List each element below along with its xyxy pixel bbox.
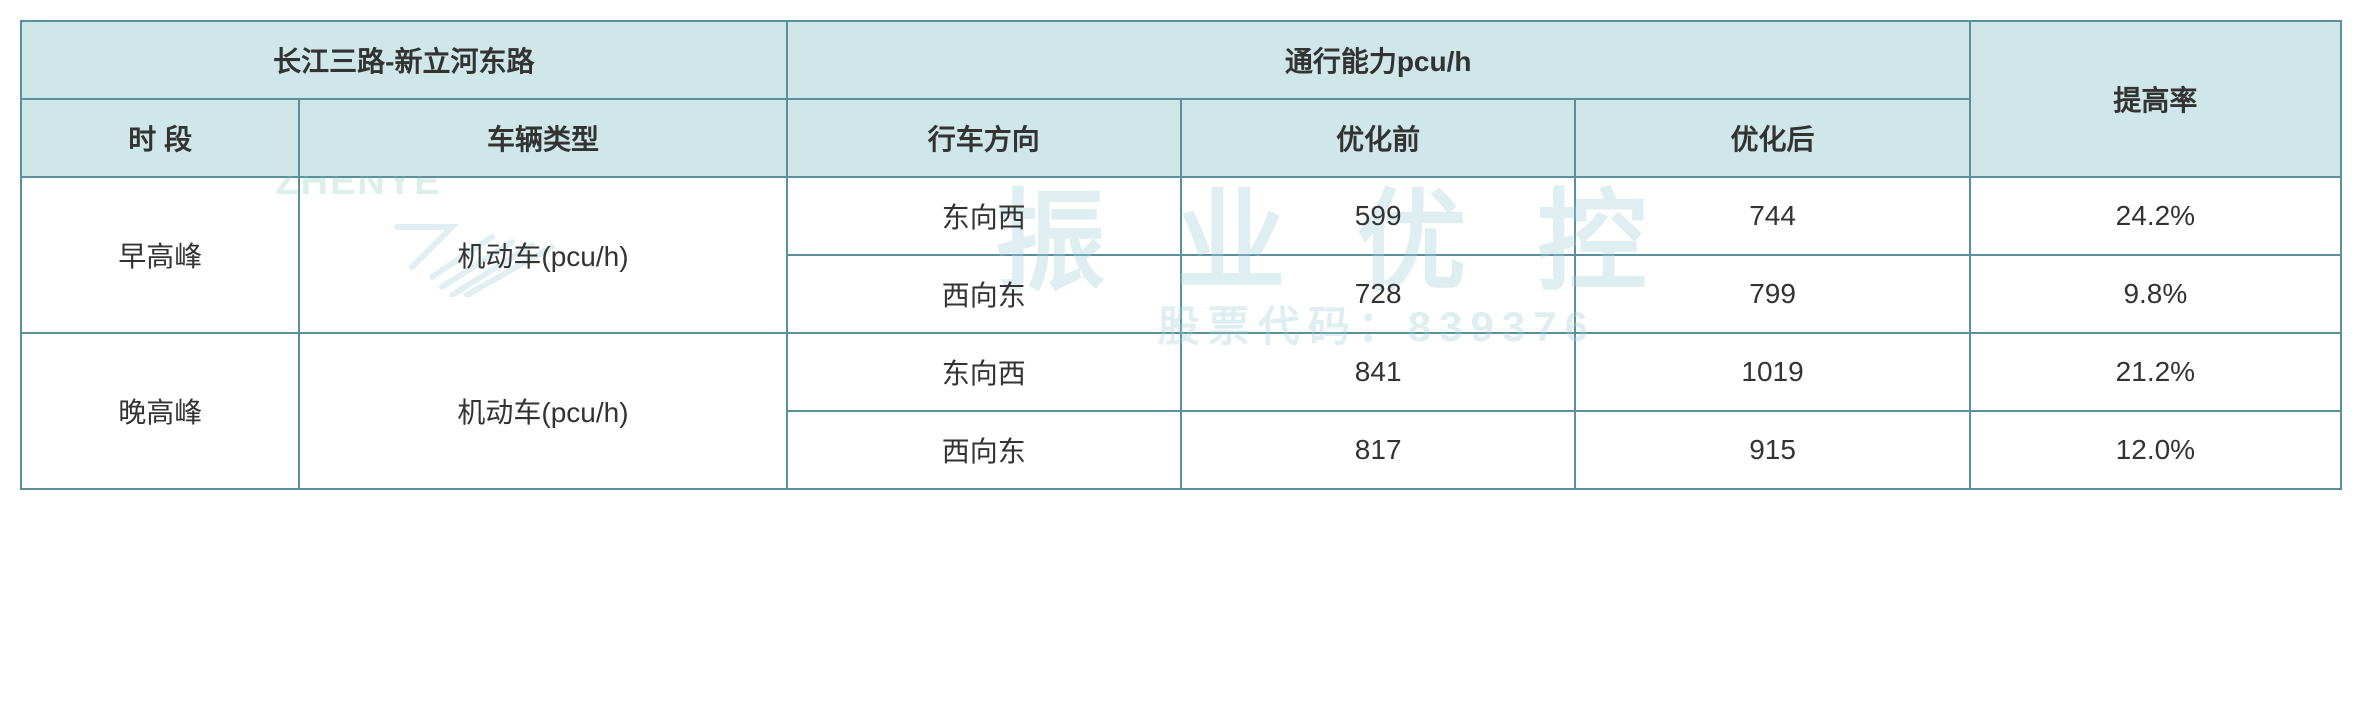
cell-direction: 东向西 xyxy=(787,333,1181,411)
cell-rate: 12.0% xyxy=(1970,411,2341,489)
table-container: ZHENYE 振 业 优 控 股票代码：839376 长江三路-新立河东路 通行… xyxy=(20,20,2342,490)
cell-before: 817 xyxy=(1181,411,1575,489)
cell-vehicle-type: 机动车(pcu/h) xyxy=(299,333,786,489)
header-before: 优化前 xyxy=(1181,99,1575,177)
cell-before: 841 xyxy=(1181,333,1575,411)
cell-before: 728 xyxy=(1181,255,1575,333)
cell-after: 799 xyxy=(1575,255,1969,333)
header-rate: 提高率 xyxy=(1970,21,2341,177)
header-row-1: 长江三路-新立河东路 通行能力pcu/h 提高率 xyxy=(21,21,2341,99)
cell-direction: 东向西 xyxy=(787,177,1181,255)
table-row: 早高峰 机动车(pcu/h) 东向西 599 744 24.2% xyxy=(21,177,2341,255)
cell-vehicle-type: 机动车(pcu/h) xyxy=(299,177,786,333)
cell-direction: 西向东 xyxy=(787,411,1181,489)
cell-period: 早高峰 xyxy=(21,177,299,333)
header-vehicle-type: 车辆类型 xyxy=(299,99,786,177)
cell-rate: 21.2% xyxy=(1970,333,2341,411)
header-period: 时 段 xyxy=(21,99,299,177)
cell-direction: 西向东 xyxy=(787,255,1181,333)
header-location: 长江三路-新立河东路 xyxy=(21,21,787,99)
table-row: 晚高峰 机动车(pcu/h) 东向西 841 1019 21.2% xyxy=(21,333,2341,411)
cell-period: 晚高峰 xyxy=(21,333,299,489)
cell-before: 599 xyxy=(1181,177,1575,255)
header-capacity-group: 通行能力pcu/h xyxy=(787,21,1970,99)
cell-rate: 9.8% xyxy=(1970,255,2341,333)
cell-after: 744 xyxy=(1575,177,1969,255)
cell-rate: 24.2% xyxy=(1970,177,2341,255)
header-after: 优化后 xyxy=(1575,99,1969,177)
header-direction: 行车方向 xyxy=(787,99,1181,177)
cell-after: 1019 xyxy=(1575,333,1969,411)
table-body: 早高峰 机动车(pcu/h) 东向西 599 744 24.2% 西向东 728… xyxy=(21,177,2341,489)
cell-after: 915 xyxy=(1575,411,1969,489)
capacity-table: 长江三路-新立河东路 通行能力pcu/h 提高率 时 段 车辆类型 行车方向 优… xyxy=(20,20,2342,490)
